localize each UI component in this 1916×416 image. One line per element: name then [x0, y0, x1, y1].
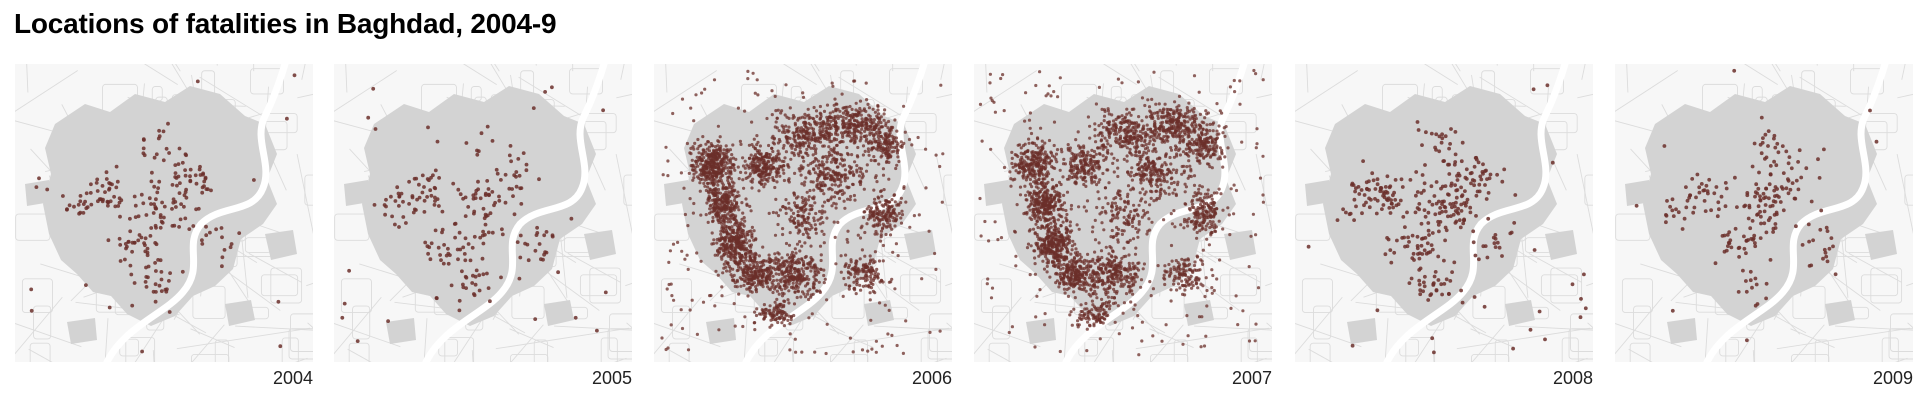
baghdad-map-2006 [654, 64, 952, 362]
page-title: Locations of fatalities in Baghdad, 2004… [14, 8, 557, 39]
fatality-dots [340, 85, 608, 343]
tigris-river [1383, 64, 1569, 362]
baghdad-map-2009 [1615, 64, 1913, 362]
year-label: 2006 [911, 368, 952, 388]
baghdad-map-2004 [15, 64, 313, 362]
map-panel-2007: 2007 [974, 64, 1272, 394]
baghdad-map-2008 [1295, 64, 1593, 362]
year-label: 2004 [272, 368, 313, 388]
district-area [1323, 86, 1557, 326]
year-label: 2005 [591, 368, 632, 388]
baghdad-map-2007 [974, 64, 1272, 362]
map-panel-2008: 2008 [1295, 64, 1593, 394]
district-area [362, 86, 596, 326]
map-panel-2006: 2006 [654, 64, 952, 394]
baghdad-map-2005 [334, 64, 632, 362]
fatality-dots [29, 73, 297, 354]
tigris-river [1062, 64, 1248, 362]
map-panel-2009: 2009 [1615, 64, 1913, 394]
tigris-river [422, 64, 608, 362]
map-panel-2005: 2005 [334, 64, 632, 394]
fatality-dots [1306, 83, 1588, 355]
tigris-river [1703, 64, 1889, 362]
tigris-river [103, 64, 289, 362]
fatality-dots [978, 68, 1265, 357]
district-area [43, 86, 277, 326]
year-label: 2008 [1552, 368, 1593, 388]
year-label: 2009 [1872, 368, 1913, 388]
year-label: 2007 [1231, 368, 1272, 388]
map-panel-2004: 2004 [15, 64, 313, 394]
fatality-dots [1634, 68, 1879, 343]
fatality-dots [660, 69, 945, 356]
